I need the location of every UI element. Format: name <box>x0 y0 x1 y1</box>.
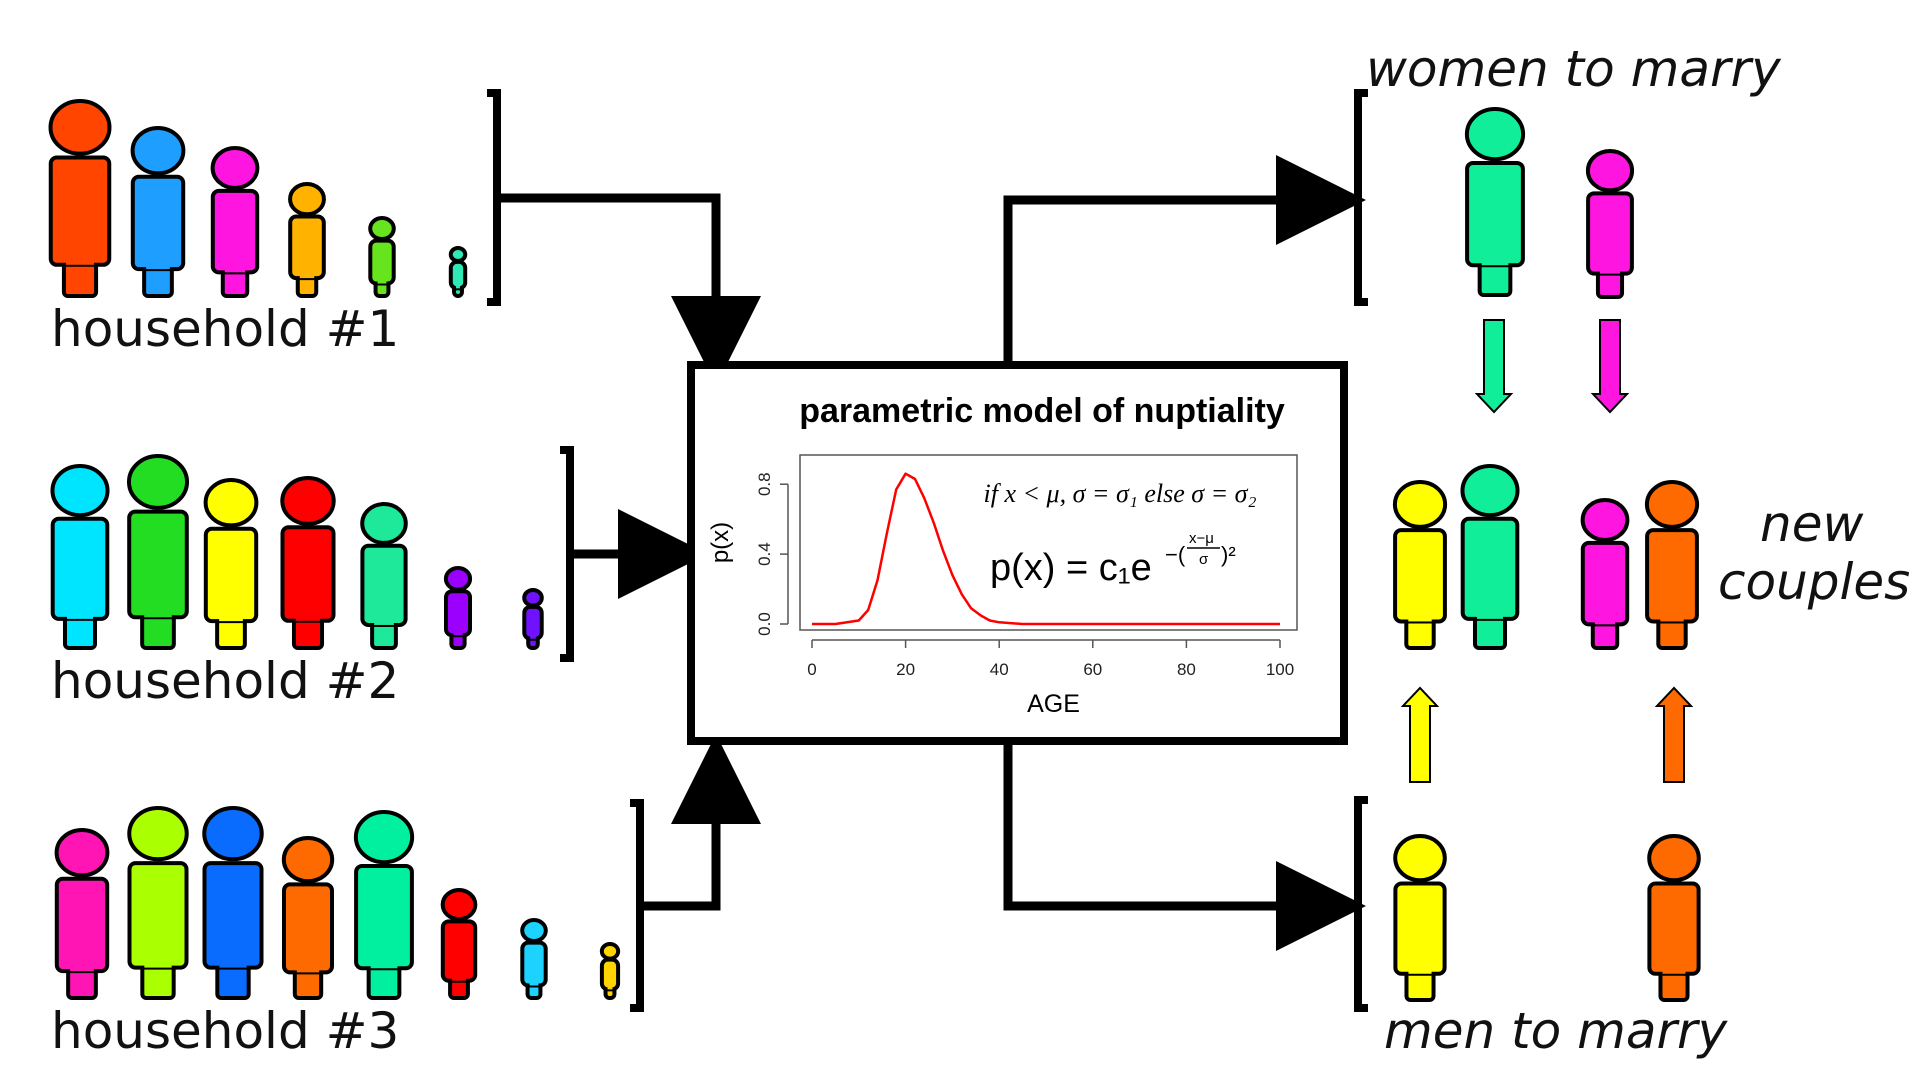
arrow-up-icon <box>1400 686 1440 783</box>
men-bracket <box>1354 796 1368 1012</box>
arrow-model-to-women <box>1003 155 1366 361</box>
formula-exp-num: x−μ <box>1189 530 1214 547</box>
formula-exp-sign: −( <box>1165 542 1186 567</box>
household-1-label: household #1 <box>51 300 400 358</box>
arrow-down-icon <box>1474 319 1514 414</box>
x-tick-label: 0 <box>807 660 816 679</box>
chart-frame <box>799 454 1298 631</box>
person-icon <box>1393 834 1447 1003</box>
series-line <box>812 472 1280 626</box>
x-tick-label: 100 <box>1266 660 1294 679</box>
person-icon <box>130 125 186 298</box>
household-3-people <box>54 806 621 1001</box>
person-icon <box>203 478 259 650</box>
women-bracket <box>1354 89 1368 306</box>
household-3-bracket <box>630 799 644 1012</box>
formula-exp-close: )² <box>1221 542 1236 567</box>
new-couples-people <box>1392 464 1700 651</box>
person-icon <box>48 99 112 298</box>
arrow-household-1-to-model <box>497 193 761 386</box>
household-2-bracket <box>560 446 574 662</box>
person-icon <box>127 806 189 1000</box>
person-icon <box>202 806 264 1000</box>
formula-exp-den: σ <box>1199 551 1209 568</box>
household-3-label: household #3 <box>51 1002 400 1060</box>
household-2-people <box>50 454 544 651</box>
person-icon <box>599 942 621 1000</box>
x-tick-label: 60 <box>1083 660 1102 679</box>
person-icon <box>522 588 544 650</box>
x-tick-label: 40 <box>990 660 1009 679</box>
person-icon <box>1644 480 1700 651</box>
model-box <box>687 361 1348 745</box>
new-couples-label-line2: couples <box>1718 553 1911 611</box>
x-axis-label: AGE <box>1027 690 1080 718</box>
y-axis-label: p(x) <box>707 522 734 563</box>
person-icon <box>210 146 260 299</box>
y-tick-label: 0.8 <box>755 472 774 496</box>
x-tick-label: 20 <box>896 660 915 679</box>
women-to-marry-label: women to marry <box>1366 40 1781 98</box>
nuptiality-chart: 0 20 40 60 80 100 0.0 0.4 0.8 AGE p(x) <box>707 454 1298 718</box>
person-icon <box>1460 464 1520 651</box>
person-icon <box>353 810 415 1000</box>
arrow-up-icon <box>1654 686 1694 783</box>
men-to-marry-label: men to marry <box>1384 1002 1728 1060</box>
pairing-arrows <box>1400 319 1694 783</box>
arrow-household-3-to-model <box>640 734 761 911</box>
model-box-title: parametric model of nuptiality <box>799 392 1285 430</box>
household-1-people <box>48 99 468 299</box>
person-icon <box>1392 480 1448 651</box>
person-icon <box>280 476 336 650</box>
person-icon <box>360 502 408 651</box>
person-icon <box>440 888 478 1000</box>
person-icon <box>448 246 468 299</box>
person-icon <box>520 918 548 1001</box>
x-tick-label: 80 <box>1177 660 1196 679</box>
formula: p(x) = c₁e −( x−μ σ )² <box>990 530 1236 589</box>
arrow-model-to-men <box>1003 745 1366 951</box>
person-icon <box>288 182 326 298</box>
person-icon <box>368 216 396 298</box>
arrow-down-icon <box>1590 319 1630 414</box>
household-2-label: household #2 <box>51 652 400 710</box>
person-icon <box>1464 107 1526 297</box>
person-icon <box>1647 834 1701 1003</box>
person-icon <box>50 464 110 651</box>
women-to-marry-people <box>1464 107 1635 300</box>
new-couples-label-line1: new <box>1760 495 1864 553</box>
formula-main: p(x) = c₁e <box>990 547 1152 589</box>
y-tick-label: 0.0 <box>755 612 774 636</box>
person-icon <box>281 836 335 1001</box>
person-icon <box>1585 149 1635 300</box>
person-icon <box>443 566 473 651</box>
condition-text: if x < μ, σ = σ₁ else σ = σ₂ <box>984 479 1257 508</box>
men-to-marry-people <box>1393 834 1701 1003</box>
person-icon <box>54 828 110 1000</box>
household-1-bracket <box>487 89 501 306</box>
person-icon <box>1580 497 1630 651</box>
person-icon <box>126 454 190 651</box>
y-tick-label: 0.4 <box>755 542 774 566</box>
